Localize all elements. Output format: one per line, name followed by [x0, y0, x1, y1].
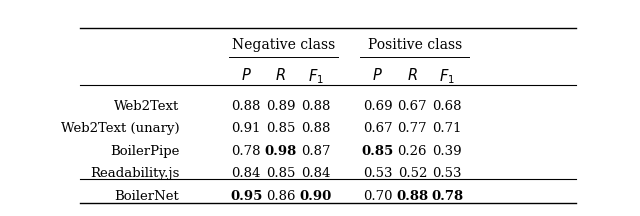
Text: 0.84: 0.84 — [301, 167, 330, 180]
Text: 0.85: 0.85 — [266, 167, 296, 180]
Text: 0.69: 0.69 — [363, 100, 392, 113]
Text: $\mathit{F}_1$: $\mathit{F}_1$ — [308, 67, 324, 86]
Text: 0.53: 0.53 — [432, 167, 462, 180]
Text: 0.88: 0.88 — [301, 100, 330, 113]
Text: 0.71: 0.71 — [432, 122, 462, 135]
Text: 0.98: 0.98 — [265, 145, 297, 158]
Text: 0.84: 0.84 — [232, 167, 261, 180]
Text: 0.88: 0.88 — [232, 100, 261, 113]
Text: $\mathit{P}$: $\mathit{P}$ — [372, 67, 383, 84]
Text: 0.68: 0.68 — [432, 100, 462, 113]
Text: 0.85: 0.85 — [266, 122, 296, 135]
Text: 0.67: 0.67 — [363, 122, 392, 135]
Text: 0.39: 0.39 — [432, 145, 462, 158]
Text: 0.53: 0.53 — [363, 167, 392, 180]
Text: 0.67: 0.67 — [397, 100, 427, 113]
Text: 0.88: 0.88 — [396, 190, 428, 203]
Text: $\mathit{F}_1$: $\mathit{F}_1$ — [439, 67, 455, 86]
Text: 0.86: 0.86 — [266, 190, 296, 203]
Text: 0.78: 0.78 — [431, 190, 463, 203]
Text: BoilerPipe: BoilerPipe — [110, 145, 179, 158]
Text: 0.88: 0.88 — [301, 122, 330, 135]
Text: $\mathit{R}$: $\mathit{R}$ — [275, 67, 286, 84]
Text: Positive class: Positive class — [367, 38, 462, 52]
Text: 0.87: 0.87 — [301, 145, 330, 158]
Text: $\mathit{P}$: $\mathit{P}$ — [241, 67, 252, 84]
Text: 0.90: 0.90 — [300, 190, 332, 203]
Text: Web2Text (unary): Web2Text (unary) — [61, 122, 179, 135]
Text: 0.52: 0.52 — [397, 167, 427, 180]
Text: 0.26: 0.26 — [397, 145, 427, 158]
Text: 0.91: 0.91 — [232, 122, 261, 135]
Text: Readability.js: Readability.js — [90, 167, 179, 180]
Text: 0.77: 0.77 — [397, 122, 427, 135]
Text: 0.85: 0.85 — [362, 145, 394, 158]
Text: Web2Text: Web2Text — [114, 100, 179, 113]
Text: 0.95: 0.95 — [230, 190, 262, 203]
Text: Negative class: Negative class — [232, 38, 335, 52]
Text: BoilerNet: BoilerNet — [115, 190, 179, 203]
Text: 0.78: 0.78 — [232, 145, 261, 158]
Text: $\mathit{R}$: $\mathit{R}$ — [407, 67, 418, 84]
Text: 0.70: 0.70 — [363, 190, 392, 203]
Text: 0.89: 0.89 — [266, 100, 296, 113]
